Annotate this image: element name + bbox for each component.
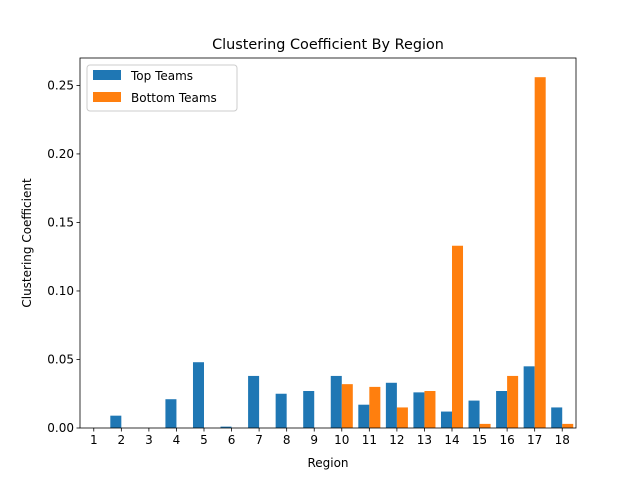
x-tick-label-18: 18 bbox=[555, 433, 570, 447]
legend-label-bottom-teams: Bottom Teams bbox=[131, 91, 217, 105]
bar-top-teams-11 bbox=[358, 404, 370, 428]
bar-top-teams-5 bbox=[192, 362, 204, 428]
bar-top-teams-12 bbox=[385, 382, 397, 428]
bar-top-teams-14 bbox=[440, 411, 452, 428]
y-axis-label: Clustering Coefficient bbox=[20, 178, 34, 308]
chart-title: Clustering Coefficient By Region bbox=[212, 37, 444, 53]
bar-top-teams-15 bbox=[468, 400, 480, 428]
bar-bottom-teams-17 bbox=[534, 77, 546, 428]
bar-bottom-teams-14 bbox=[452, 245, 464, 428]
legend-label-top-teams: Top Teams bbox=[130, 69, 193, 83]
x-tick-label-7: 7 bbox=[255, 433, 263, 447]
plot-frame bbox=[79, 57, 577, 429]
x-tick-label-2: 2 bbox=[118, 433, 126, 447]
x-tick-label-13: 13 bbox=[417, 433, 432, 447]
bar-top-teams-2 bbox=[110, 415, 122, 428]
bar-top-teams-16 bbox=[496, 391, 508, 428]
bar-top-teams-7 bbox=[248, 375, 260, 428]
x-axis-label: Region bbox=[307, 456, 348, 470]
bar-top-teams-6 bbox=[220, 426, 232, 428]
bar-bottom-teams-13 bbox=[424, 391, 436, 428]
x-tick-label-3: 3 bbox=[145, 433, 153, 447]
x-tick-label-9: 9 bbox=[310, 433, 318, 447]
bar-bottom-teams-16 bbox=[507, 375, 519, 428]
x-tick-label-11: 11 bbox=[362, 433, 377, 447]
x-tick-label-8: 8 bbox=[283, 433, 291, 447]
bar-bottom-teams-12 bbox=[396, 407, 408, 428]
x-tick-label-4: 4 bbox=[173, 433, 181, 447]
x-tick-label-5: 5 bbox=[200, 433, 208, 447]
bar-bottom-teams-10 bbox=[341, 384, 353, 428]
y-tick-label-5: 0.25 bbox=[47, 78, 74, 92]
x-tick-label-17: 17 bbox=[527, 433, 542, 447]
y-axis: 0.00 0.05 0.10 0.15 0.20 0.25 bbox=[47, 78, 80, 435]
x-tick-label-14: 14 bbox=[444, 433, 459, 447]
bar-bottom-teams-18 bbox=[562, 423, 574, 428]
bar-top-teams-18 bbox=[551, 407, 563, 428]
x-tick-label-10: 10 bbox=[334, 433, 349, 447]
y-tick-label-0: 0.00 bbox=[47, 421, 74, 435]
bar-top-teams-9 bbox=[303, 391, 315, 428]
legend-swatch-top-teams bbox=[93, 70, 121, 80]
y-tick-label-2: 0.10 bbox=[47, 284, 74, 298]
x-axis: 1 2 3 4 5 6 7 8 9 10 11 12 13 14 15 16 17 18 bbox=[90, 428, 570, 447]
x-tick-label-16: 16 bbox=[499, 433, 514, 447]
bar-top-teams-13 bbox=[413, 392, 425, 428]
legend: Top Teams Bottom Teams bbox=[86, 64, 238, 112]
bar-top-teams-17 bbox=[523, 366, 535, 428]
x-tick-label-12: 12 bbox=[389, 433, 404, 447]
x-tick-label-15: 15 bbox=[472, 433, 487, 447]
x-tick-label-6: 6 bbox=[228, 433, 236, 447]
bar-bottom-teams-11 bbox=[369, 386, 381, 428]
x-tick-label-1: 1 bbox=[90, 433, 98, 447]
bar-top-teams-8 bbox=[275, 393, 287, 428]
legend-swatch-bottom-teams bbox=[93, 92, 121, 102]
bar-bottom-teams-15 bbox=[479, 423, 491, 428]
legend-frame bbox=[86, 64, 238, 112]
y-tick-label-1: 0.05 bbox=[47, 352, 74, 366]
y-tick-label-4: 0.20 bbox=[47, 147, 74, 161]
bars-layer bbox=[110, 77, 574, 428]
bar-top-teams-4 bbox=[165, 399, 177, 428]
y-tick-label-3: 0.15 bbox=[47, 215, 74, 229]
bar-top-teams-10 bbox=[330, 375, 342, 428]
